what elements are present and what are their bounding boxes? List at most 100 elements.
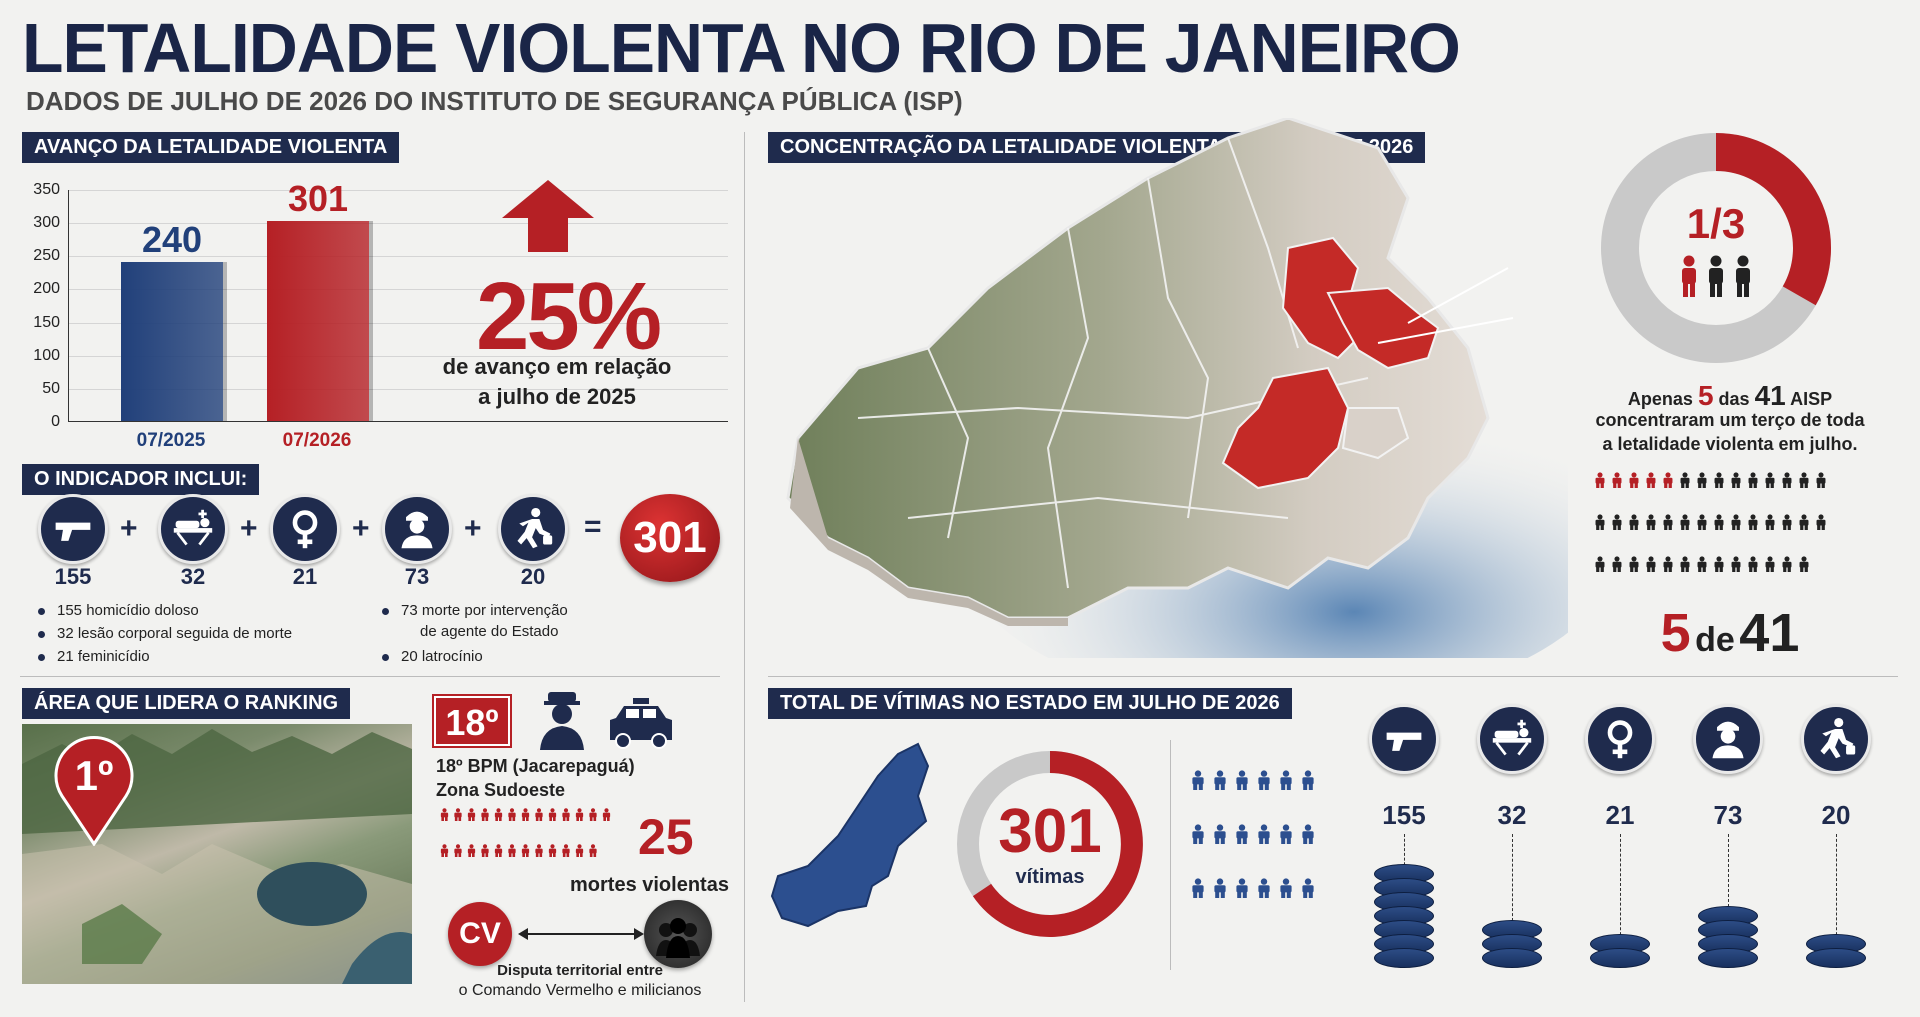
y-tick-label: 100 — [33, 346, 60, 364]
aisp-people-grid — [1595, 472, 1826, 572]
people-grid-red — [440, 808, 611, 857]
indicator-value: 155 — [54, 564, 92, 589]
stretcher-icon — [158, 494, 228, 564]
person-icon — [1799, 556, 1809, 572]
total-victims-number: 301 — [998, 797, 1102, 866]
stack-value: 32 — [1497, 800, 1527, 830]
stack-leader-line — [1512, 834, 1513, 926]
grid-line — [69, 322, 728, 324]
stack-value: 73 — [1713, 800, 1743, 830]
person-icon — [1214, 824, 1226, 844]
person-icon — [1731, 514, 1741, 530]
person-icon — [1765, 556, 1775, 572]
person-icon — [494, 844, 503, 857]
rio-state-relief-map — [786, 118, 1568, 658]
person-icon — [521, 844, 530, 857]
person-icon — [454, 844, 462, 857]
indicator-total: 301 — [633, 513, 707, 562]
person-icon — [1302, 770, 1314, 790]
bar-value-label: 301 — [287, 178, 349, 220]
person-icon — [1748, 556, 1758, 572]
concentration-text-1: Apenas 5 das 41 AISP — [1627, 380, 1833, 411]
militia-badge — [644, 900, 712, 968]
person-icon — [508, 808, 516, 821]
person-icon — [602, 808, 611, 821]
grid-line — [69, 289, 728, 291]
person-icon — [1646, 556, 1656, 572]
y-tick-label: 300 — [33, 214, 60, 232]
person-icon — [548, 844, 557, 857]
victims-heading: TOTAL DE VÍTIMAS NO ESTADO EM JULHO DE 2… — [768, 688, 1292, 719]
person-icon — [1629, 472, 1639, 488]
dispute-line-1: Disputa territorial entre — [497, 962, 663, 979]
person-icon — [1280, 770, 1292, 790]
coin-stack — [1590, 934, 1650, 968]
stack-leader-line — [1404, 834, 1405, 870]
person-icon — [1680, 472, 1690, 488]
person-icon — [1258, 824, 1270, 844]
person-icon — [1748, 472, 1758, 488]
indicator-heading: O INDICADOR INCLUI: — [22, 464, 260, 495]
y-tick-label: 50 — [42, 379, 60, 397]
chart-section-heading: AVANÇO DA LETALIDADE VIOLENTA — [22, 132, 400, 163]
y-tick-label: 350 — [33, 181, 60, 198]
total-victims-label: vítimas — [1015, 866, 1085, 888]
person-icon — [1799, 472, 1809, 488]
person-icon — [1697, 556, 1707, 572]
person-icon — [589, 808, 597, 821]
plus-sign: + — [120, 512, 138, 545]
police-officer-icon — [382, 494, 452, 564]
deaths-number: 25 — [638, 809, 694, 865]
person-icon — [1646, 472, 1656, 488]
person-icon — [1816, 472, 1826, 488]
person-icon — [1214, 878, 1226, 898]
person-icon — [1192, 878, 1204, 898]
deaths-label: mortes violentas — [570, 874, 729, 896]
y-tick-label: 150 — [33, 313, 60, 331]
indicator-row: 155 +32 +21 +73 +20 = — [20, 494, 740, 594]
person-icon — [1629, 556, 1639, 572]
plus-sign: + — [352, 512, 370, 545]
y-tick-label: 0 — [51, 413, 60, 430]
rio-state-silhouette — [770, 742, 930, 928]
person-icon — [1236, 878, 1248, 898]
person-icon — [1236, 824, 1248, 844]
running-thief-icon — [1801, 704, 1871, 774]
person-icon — [1697, 514, 1707, 530]
page-title: LETALIDADE VIOLENTA NO RIO DE JANEIRO — [22, 9, 1461, 87]
person-icon — [1663, 472, 1673, 488]
person-icon — [1782, 556, 1792, 572]
person-icon — [1765, 514, 1775, 530]
grid-line — [69, 223, 728, 225]
indicator-value: 20 — [520, 564, 546, 589]
pistol-icon — [1369, 704, 1439, 774]
stack-leader-line — [1836, 834, 1837, 940]
person-icon — [440, 808, 449, 821]
y-tick-label: 250 — [33, 247, 60, 265]
person-icon — [1782, 472, 1792, 488]
stack-leader-line — [1620, 834, 1621, 940]
person-icon — [1680, 514, 1690, 530]
police-officer-icon — [1693, 704, 1763, 774]
running-thief-icon — [498, 494, 568, 564]
masked-group-icon — [656, 918, 700, 958]
battalion-name: 18º BPM (Jacarepaguá) — [436, 756, 635, 776]
police-officer-icon — [540, 692, 584, 750]
plus-sign: + — [240, 512, 258, 545]
person-icon — [467, 808, 476, 821]
person-icon — [1192, 824, 1204, 844]
rank-badge: 18º — [434, 696, 510, 746]
stack-leader-line — [1728, 834, 1729, 912]
dispute-line-2: o Comando Vermelho e milicianos — [458, 982, 702, 999]
stack-value: 21 — [1605, 800, 1635, 830]
total-victims-donut — [957, 751, 1143, 937]
coin-stack — [1698, 906, 1758, 968]
person-icon — [521, 808, 530, 821]
coin-stack — [1806, 934, 1866, 968]
x-tick-label: 07/2025 — [136, 430, 206, 451]
victims-people-grid — [1192, 770, 1314, 898]
person-icon — [1192, 770, 1204, 790]
indicator-value: 73 — [404, 564, 430, 589]
bar-chart: 350 300 250 200 150 100 50 0 240 301 07/2025 07/2… — [20, 178, 728, 460]
ranking-heading: ÁREA QUE LIDERA O RANKING — [22, 688, 351, 719]
